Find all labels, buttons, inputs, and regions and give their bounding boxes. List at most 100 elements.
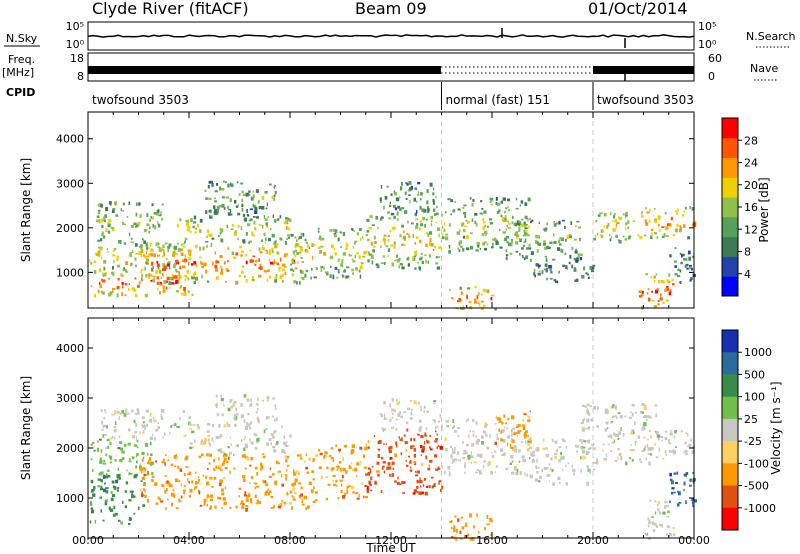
power-echo-cell xyxy=(129,254,133,257)
power-echo-cell xyxy=(508,208,510,212)
velocity-echo-cell xyxy=(486,514,489,519)
power-echo-cell xyxy=(417,191,420,195)
power-echo-cell xyxy=(547,247,551,250)
power-echo-cell xyxy=(523,230,525,233)
power-echo-cell xyxy=(146,245,149,249)
velocity-echo-cell xyxy=(268,475,272,478)
velocity-echo-cell xyxy=(413,489,417,493)
velocity-echo-cell xyxy=(403,434,406,437)
velocity-echo-cell xyxy=(454,458,457,461)
velocity-echo-cell xyxy=(409,400,413,402)
date-title: 01/Oct/2014 xyxy=(588,0,688,18)
velocity-echo-cell xyxy=(270,433,274,436)
power-echo-cell xyxy=(102,272,104,275)
power-echo-cell xyxy=(368,251,370,256)
velocity-echo-cell xyxy=(256,408,259,411)
velocity-echo-cell xyxy=(538,475,542,479)
velocity-echo-cell xyxy=(617,448,620,451)
power-echo-cell xyxy=(476,295,479,300)
velocity-echo-cell xyxy=(233,416,236,420)
power-echo-cell xyxy=(90,285,93,287)
velocity-echo-cell xyxy=(143,473,146,477)
power-echo-cell xyxy=(279,237,281,240)
velocity-echo-cell xyxy=(389,418,392,422)
power-echo-cell xyxy=(262,244,264,247)
velocity-echo-cell xyxy=(356,462,360,466)
x-tick-label: 04:00 xyxy=(173,534,205,547)
power-echo-cell xyxy=(115,214,119,217)
power-echo-cell xyxy=(290,268,293,271)
power-echo-cell xyxy=(241,190,244,194)
power-echo-cell xyxy=(151,203,154,207)
power-echo-cell xyxy=(101,219,103,223)
power-echo-cell xyxy=(291,261,294,265)
power-echo-cell xyxy=(554,280,557,283)
power-echo-cell xyxy=(373,241,377,244)
power-echo-cell xyxy=(549,277,553,280)
power-echo-cell xyxy=(653,275,656,279)
power-echo-cell xyxy=(691,267,693,271)
velocity-echo-cell xyxy=(536,471,539,474)
power-echo-cell xyxy=(249,208,254,211)
power-echo-cell xyxy=(477,301,480,304)
power-echo-cell xyxy=(515,231,518,233)
velocity-echo-cell xyxy=(437,420,441,423)
velocity-echo-cell xyxy=(677,490,680,493)
power-echo-cell xyxy=(537,264,541,267)
power-echo-cell xyxy=(665,299,669,302)
power-echo-cell xyxy=(380,201,382,204)
power-echo-cell xyxy=(564,225,566,229)
power-echo-cell xyxy=(399,196,401,199)
power-echo-cell xyxy=(162,263,166,267)
velocity-echo-cell xyxy=(99,438,102,441)
power-echo-cell xyxy=(123,242,127,245)
power-echo-cell xyxy=(122,210,124,212)
velocity-echo-cell xyxy=(276,462,280,465)
power-echo-cell xyxy=(516,234,519,237)
velocity-echo-cell xyxy=(462,457,465,460)
velocity-echo-cell xyxy=(381,427,384,430)
velocity-echo-cell xyxy=(496,433,498,437)
velocity-echo-cell xyxy=(89,503,93,506)
velocity-echo-cell xyxy=(648,461,651,466)
power-echo-cell xyxy=(641,211,643,215)
power-echo-cell xyxy=(423,208,427,213)
velocity-echo-cell xyxy=(617,456,619,460)
velocity-echo-cell xyxy=(205,475,208,479)
power-echo-cell xyxy=(574,250,578,254)
power-echo-cell xyxy=(189,252,192,256)
velocity-echo-cell xyxy=(174,478,179,482)
power-echo-cell xyxy=(141,274,144,278)
velocity-echo-cell xyxy=(142,469,146,473)
power-echo-cell xyxy=(607,222,610,227)
power-echo-cell xyxy=(484,224,487,227)
power-echo-cell xyxy=(248,190,251,193)
power-echo-cell xyxy=(518,226,521,231)
velocity-echo-cell xyxy=(218,436,221,439)
power-echo-cell xyxy=(354,267,359,271)
velocity-echo-cell xyxy=(377,448,381,451)
velocity-echo-cell xyxy=(524,413,527,416)
power-echo-cell xyxy=(319,249,322,254)
velocity-echo-cell xyxy=(419,480,423,484)
velocity-echo-cell xyxy=(139,465,142,470)
power-echo-cell xyxy=(209,233,213,237)
velocity-echo-cell xyxy=(421,491,424,495)
velocity-echo-cell xyxy=(557,476,561,480)
power-echo-cell xyxy=(407,220,409,224)
velocity-echo-cell xyxy=(257,397,259,402)
velocity-echo-cell xyxy=(234,423,237,427)
power-echo-cell xyxy=(186,270,189,274)
velocity-echo-cell xyxy=(650,434,652,439)
velocity-echo-cell xyxy=(495,415,498,419)
power-echo-cell xyxy=(561,219,565,222)
velocity-echo-cell xyxy=(685,500,687,505)
power-echo-cell xyxy=(646,292,649,295)
velocity-echo-cell xyxy=(653,522,657,526)
power-echo-cell xyxy=(199,256,202,259)
power-echo-cell xyxy=(225,181,227,184)
power-echo-cell xyxy=(241,270,244,274)
power-echo-cell xyxy=(195,276,198,280)
velocity-echo-cell xyxy=(291,495,294,498)
power-echo-cell xyxy=(419,227,421,231)
